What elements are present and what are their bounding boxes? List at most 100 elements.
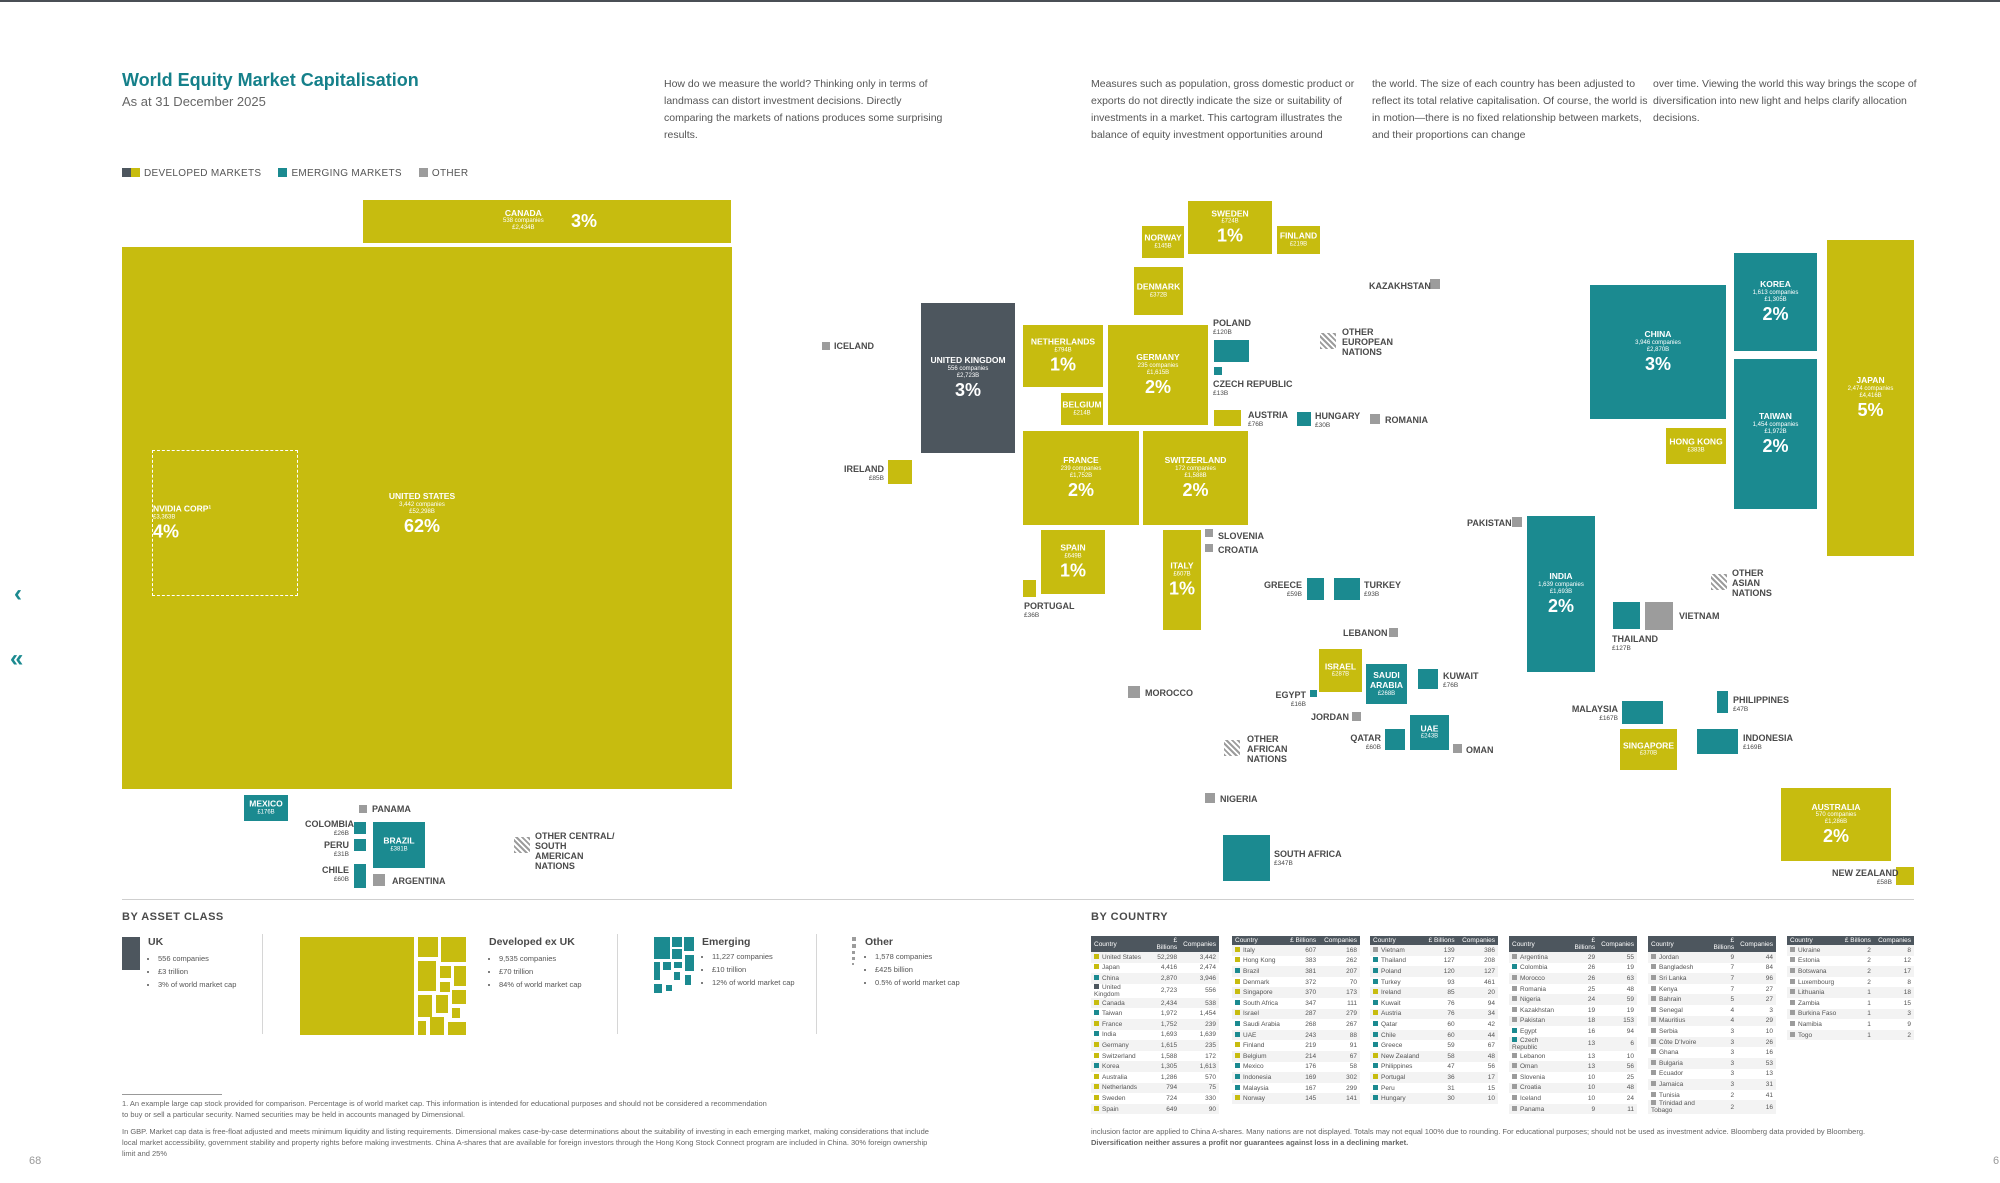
table-row: New Zealand 58 48: [1370, 1050, 1498, 1062]
asset-uk-block: [122, 937, 140, 970]
market-type-swatch: [1651, 996, 1656, 1002]
table-cell: 41: [1765, 1091, 1773, 1099]
previous-page-icon[interactable]: ‹: [14, 580, 22, 607]
table-cell: 13: [1587, 1052, 1596, 1060]
table-row: Germany 1,615 235: [1091, 1040, 1219, 1051]
label-pakistan: PAKISTAN: [1467, 518, 1512, 528]
market-type-swatch: [1235, 1084, 1240, 1090]
table-cell: Botswana: [1787, 966, 1841, 977]
table-row: Finland 219 91: [1232, 1040, 1360, 1051]
table-cell: Bulgaria: [1648, 1057, 1708, 1069]
table-cell: Brazil: [1232, 966, 1286, 977]
market-type-swatch: [1512, 953, 1517, 959]
table-cell: 1,972: [1160, 1010, 1178, 1018]
table-row: United Kingdom 2,723 556: [1091, 983, 1219, 998]
table-cell: 47: [1447, 1063, 1455, 1071]
divider: [816, 934, 817, 1034]
label-austria: AUSTRIA £76B: [1248, 410, 1288, 428]
table-cell: Serbia: [1648, 1026, 1707, 1037]
market-type-swatch: [1235, 1020, 1240, 1026]
asset-uk-title: UK: [148, 936, 164, 948]
divider: [262, 934, 263, 1034]
table-row: Australia 1,286 570: [1091, 1072, 1219, 1083]
intro-paragraph-1: How do we measure the world? Thinking on…: [664, 78, 943, 141]
table-row: Portugal 36 17: [1370, 1072, 1498, 1083]
table-cell: 10: [1626, 1052, 1634, 1060]
table-cell: 31: [1737, 1079, 1776, 1090]
country-denmark: DENMARK £372B: [1134, 267, 1183, 315]
label-other-european: OTHER EUROPEAN NATIONS: [1342, 327, 1394, 357]
table-row: Philippines 47 56: [1370, 1062, 1498, 1073]
table-cell: Ukraine: [1787, 945, 1841, 956]
table-row: Switzerland 1,588 172: [1091, 1051, 1219, 1062]
table-row: Bahrain 5 27: [1648, 994, 1776, 1005]
label-kazakhstan: KAZAKHSTAN: [1369, 281, 1431, 291]
table-row: South Africa 347 111: [1232, 998, 1360, 1009]
market-type-swatch: [1512, 964, 1517, 970]
table-cell: Indonesia: [1232, 1072, 1286, 1083]
first-page-icon[interactable]: «: [10, 645, 24, 672]
label-vietnam: VIETNAM: [1679, 611, 1720, 621]
market-type-swatch: [1512, 1063, 1517, 1069]
table-cell: 145: [1285, 1093, 1320, 1104]
table-cell: 10: [1765, 1027, 1773, 1035]
table-cell: 13: [1765, 1070, 1773, 1078]
market-type-swatch: [1651, 1049, 1656, 1055]
country-table: Country £ Billions Companies United States 5…: [1091, 936, 1219, 1115]
table-cell: Oman: [1509, 1061, 1567, 1072]
market-type-swatch: [1651, 1100, 1656, 1106]
market-type-swatch: [1373, 989, 1378, 995]
marker-croatia: [1205, 544, 1213, 552]
country-netherlands: NETHERLANDS £794B 1%: [1023, 325, 1103, 387]
table-cell: 52,298: [1148, 952, 1181, 963]
table-row: Croatia 10 48: [1509, 1082, 1637, 1094]
market-type-swatch: [1651, 974, 1656, 980]
market-type-swatch: [1512, 1052, 1517, 1058]
marker-thailand: [1613, 602, 1640, 629]
label-qatar: QATAR £60B: [1350, 733, 1381, 751]
label-iceland: ICELAND: [834, 341, 874, 351]
marker-pakistan: [1512, 517, 1522, 527]
table-cell: 386: [1457, 945, 1498, 956]
marker-oman: [1453, 744, 1462, 753]
table-cell: India: [1091, 1030, 1149, 1041]
market-type-swatch: [1235, 967, 1240, 973]
table-row: Denmark 372 70: [1232, 977, 1360, 988]
intro-paragraph-4: over time. Viewing the world this way br…: [1653, 78, 1917, 124]
table-cell: 372: [1305, 978, 1317, 986]
marker-peru: [354, 839, 366, 851]
table-cell: China: [1091, 973, 1149, 984]
table-cell: 90: [1180, 1103, 1219, 1115]
table-cell: 383: [1305, 957, 1317, 965]
table-cell: 2: [1707, 1100, 1738, 1115]
divider: [617, 934, 618, 1034]
table-row: Morocco 26 63: [1509, 973, 1637, 984]
table-cell: Jordan: [1648, 952, 1708, 963]
table-row: Ecuador 3 13: [1648, 1069, 1776, 1080]
table-cell: Portugal: [1370, 1072, 1425, 1083]
table-cell: Togo: [1787, 1029, 1841, 1041]
marker-austria: [1214, 410, 1241, 426]
table-row: Panama 9 11: [1509, 1103, 1637, 1115]
country-table: Country £ Billions Companies Jordan 9 44 Bangl…: [1648, 936, 1776, 1115]
market-type-swatch: [1651, 1006, 1656, 1012]
country-table: Country £ Billions Companies Italy 607 168 Hon…: [1232, 936, 1360, 1104]
table-cell: Denmark: [1232, 977, 1285, 988]
market-type-swatch: [1651, 1091, 1656, 1097]
market-type-swatch: [1373, 1095, 1378, 1101]
market-type-swatch: [1790, 989, 1795, 995]
table-cell: Jamaica: [1648, 1079, 1708, 1090]
table-row: Bulgaria 3 53: [1648, 1057, 1776, 1069]
country-brazil: BRAZIL £381B: [373, 822, 425, 868]
table-row: Israel 287 279: [1232, 1008, 1360, 1020]
label-egypt: EGYPT £16B: [1275, 690, 1306, 708]
table-row: Iceland 10 24: [1509, 1093, 1637, 1104]
market-type-swatch: [1512, 985, 1517, 991]
table-row: Japan 4,416 2,474: [1091, 963, 1219, 974]
market-type-swatch: [1373, 967, 1378, 973]
country-hong-kong: HONG KONG £383B: [1666, 428, 1726, 464]
table-cell: 20: [1457, 987, 1498, 998]
asset-other-block: [852, 937, 856, 977]
table-row: Canada 2,434 538: [1091, 997, 1219, 1009]
table-row: Burkina Faso 1 3: [1787, 1008, 1914, 1020]
